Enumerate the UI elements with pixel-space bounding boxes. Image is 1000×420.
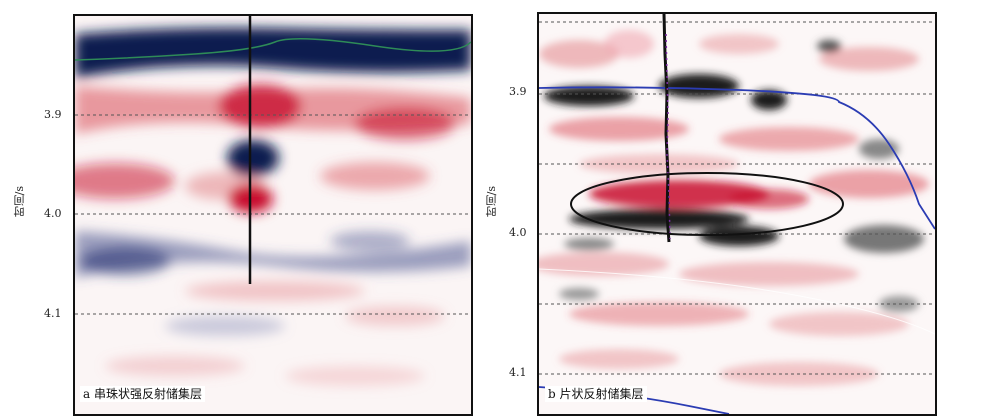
panel-b-tick-4.0: 4.0 xyxy=(509,226,527,239)
panel-b-reservoir-ellipse xyxy=(570,172,844,236)
panel-a-green-horizon xyxy=(75,38,471,61)
panel-b-blue-horizon-upper xyxy=(539,86,935,230)
panel-a-caption: a 串珠状强反射储集层 xyxy=(80,386,205,402)
panel-a-y-axis-label: 时间/s xyxy=(13,186,26,218)
panel-b-seismic-section xyxy=(537,12,937,416)
panel-b-caption: b 片状反射储集层 xyxy=(545,386,647,402)
panel-a-tick-3.9: 3.9 xyxy=(44,108,62,121)
panel-a-seismic-section xyxy=(73,14,473,416)
panel-b-y-axis-label: 时间/s xyxy=(485,186,498,218)
panel-a-tick-4.1: 4.1 xyxy=(44,307,62,320)
panel-b-seismic-image xyxy=(539,14,935,414)
panel-a-seismic-image xyxy=(75,16,471,414)
panel-b-tick-4.1: 4.1 xyxy=(509,366,527,379)
panel-b-tick-3.9: 3.9 xyxy=(509,85,527,98)
panel-a-tick-4.0: 4.0 xyxy=(44,207,62,220)
panel-b-well-track xyxy=(662,14,671,243)
